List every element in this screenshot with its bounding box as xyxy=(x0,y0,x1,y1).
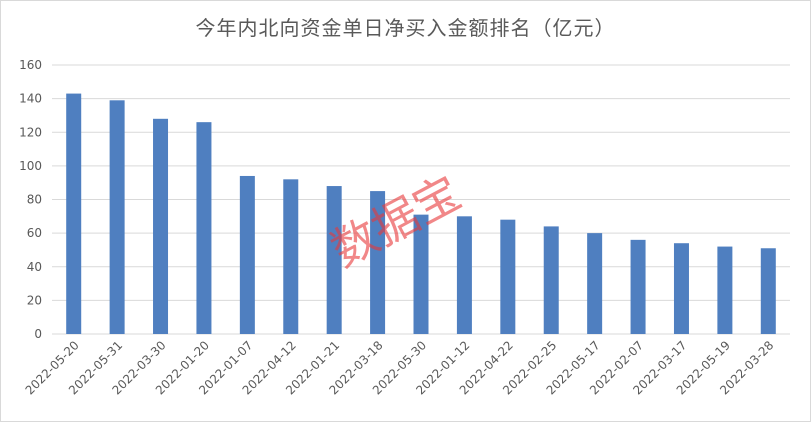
y-tick-label: 120 xyxy=(19,125,42,139)
bar xyxy=(66,93,82,334)
y-tick-label: 140 xyxy=(19,92,42,106)
bar xyxy=(153,118,169,334)
bar xyxy=(630,239,646,334)
bar xyxy=(109,100,125,335)
bar xyxy=(283,179,299,334)
bar xyxy=(500,219,516,334)
bar xyxy=(760,248,776,334)
bar xyxy=(239,175,255,334)
y-tick-label: 60 xyxy=(27,226,42,240)
bar xyxy=(456,216,472,334)
y-tick-label: 80 xyxy=(27,193,42,207)
bar xyxy=(196,122,212,334)
y-tick-label: 40 xyxy=(27,260,42,274)
y-tick-label: 100 xyxy=(19,159,42,173)
bar xyxy=(673,243,689,334)
chart-title: 今年内北向资金单日净买入金额排名（亿元） xyxy=(195,16,616,40)
bar xyxy=(413,214,429,334)
y-tick-label: 0 xyxy=(34,327,42,341)
bar xyxy=(587,233,603,334)
bar xyxy=(326,186,342,334)
bar xyxy=(717,246,733,334)
y-tick-label: 20 xyxy=(27,293,42,307)
bar xyxy=(370,191,386,334)
y-tick-label: 160 xyxy=(19,58,42,72)
bar xyxy=(543,226,559,334)
